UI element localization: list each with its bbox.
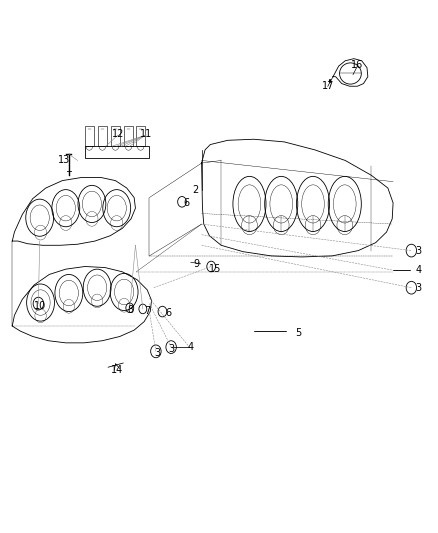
Text: 10: 10 [34,301,46,311]
Text: 7: 7 [144,306,150,316]
Text: 8: 8 [127,305,134,315]
Text: 6: 6 [165,308,171,318]
Text: 16: 16 [351,60,364,70]
Text: 9: 9 [193,259,199,269]
Text: 6: 6 [183,198,189,208]
Text: 13: 13 [57,156,70,165]
Text: 3: 3 [415,282,421,293]
Text: 11: 11 [140,129,152,139]
Text: 5: 5 [295,328,301,338]
Text: 2: 2 [192,184,198,195]
Text: 4: 4 [415,265,421,275]
Text: 3: 3 [415,246,421,256]
Text: 4: 4 [187,342,194,352]
Text: 15: 15 [209,264,222,273]
Text: 17: 17 [321,81,334,91]
Text: 14: 14 [111,365,123,375]
Text: 3: 3 [154,348,160,358]
Text: 3: 3 [168,344,174,354]
Text: 12: 12 [112,129,124,139]
